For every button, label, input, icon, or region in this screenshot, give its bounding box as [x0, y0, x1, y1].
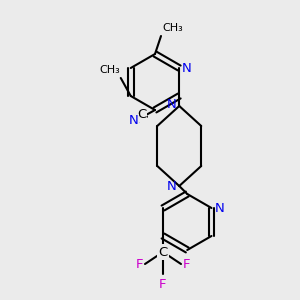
Text: CH₃: CH₃ — [162, 23, 183, 33]
Text: N: N — [214, 202, 224, 214]
Text: N: N — [129, 113, 139, 127]
Text: N: N — [167, 98, 176, 112]
Text: F: F — [159, 278, 167, 291]
Text: N: N — [167, 181, 176, 194]
Text: F: F — [183, 257, 190, 271]
Text: C: C — [137, 109, 147, 122]
Text: N: N — [182, 61, 192, 74]
Text: F: F — [136, 257, 143, 271]
Text: CH₃: CH₃ — [99, 65, 120, 75]
Text: C: C — [158, 245, 168, 259]
